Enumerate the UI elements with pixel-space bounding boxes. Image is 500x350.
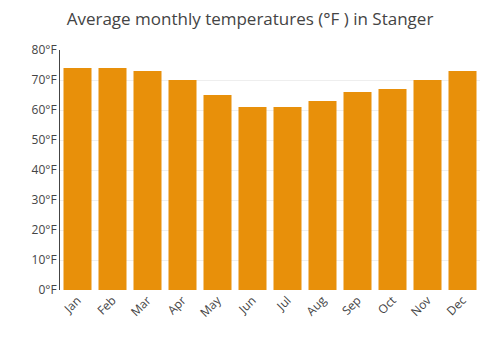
svg-text:Jun: Jun bbox=[234, 292, 259, 317]
svg-text:Oct: Oct bbox=[374, 292, 400, 318]
svg-text:0°F: 0°F bbox=[38, 281, 56, 298]
svg-text:May: May bbox=[196, 291, 225, 320]
svg-text:Average monthly temperatures (: Average monthly temperatures (°F ) in St… bbox=[67, 7, 434, 30]
svg-text:50°F: 50°F bbox=[32, 131, 57, 148]
svg-text:Feb: Feb bbox=[93, 292, 119, 318]
svg-text:Dec: Dec bbox=[443, 292, 470, 319]
svg-text:Aug: Aug bbox=[302, 292, 330, 320]
svg-text:10°F: 10°F bbox=[32, 251, 57, 268]
svg-text:80°F: 80°F bbox=[32, 41, 57, 58]
svg-text:Mar: Mar bbox=[127, 292, 155, 320]
svg-text:70°F: 70°F bbox=[32, 71, 57, 88]
svg-text:Sep: Sep bbox=[338, 292, 365, 319]
svg-text:40°F: 40°F bbox=[32, 161, 57, 178]
svg-text:30°F: 30°F bbox=[32, 191, 57, 208]
svg-text:Apr: Apr bbox=[164, 292, 190, 318]
svg-text:Jul: Jul bbox=[272, 292, 294, 314]
svg-text:60°F: 60°F bbox=[32, 101, 57, 118]
svg-text:20°F: 20°F bbox=[32, 221, 57, 238]
svg-text:Nov: Nov bbox=[407, 292, 435, 320]
svg-text:Jan: Jan bbox=[60, 292, 85, 317]
